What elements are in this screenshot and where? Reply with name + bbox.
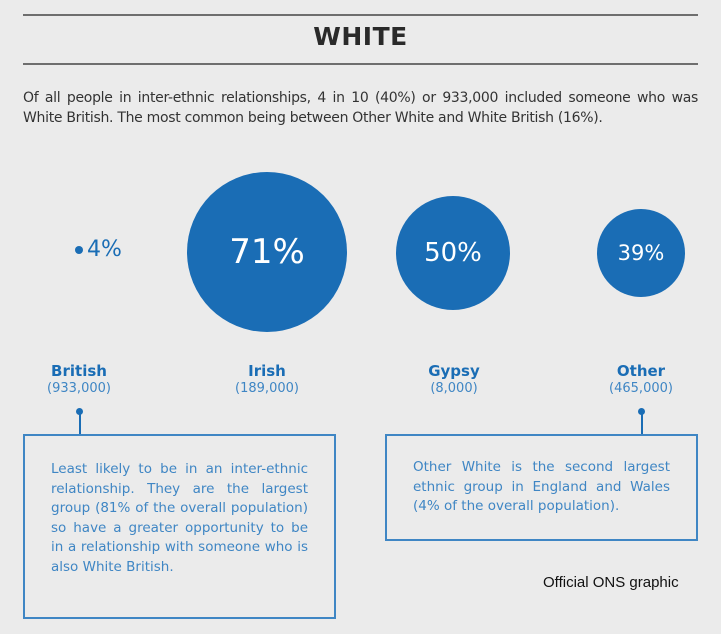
british-callout-box: Least likely to be in an inter-ethnic re… — [23, 434, 336, 619]
group-count: (8,000) — [430, 381, 478, 396]
group-name: Other — [616, 362, 666, 380]
british-dot-icon — [75, 245, 83, 254]
title-rule — [23, 63, 698, 65]
british-label: British (933,000) — [9, 362, 149, 398]
section-title: WHITE — [313, 22, 408, 51]
group-count: (465,000) — [609, 381, 673, 396]
other-connector-line — [641, 412, 643, 435]
gypsy-circle: 50% — [396, 196, 510, 310]
intro-text: Of all people in inter-ethnic relationsh… — [23, 90, 698, 126]
other-percent: 39% — [617, 241, 665, 265]
other-callout-text: Other White is the second largest ethnic… — [413, 459, 670, 514]
other-connector-dot-icon — [638, 408, 645, 415]
irish-percent: 71% — [229, 232, 305, 272]
british-percent: 4% — [87, 237, 122, 262]
other-label: Other (465,000) — [571, 362, 711, 398]
gypsy-percent: 50% — [424, 238, 482, 268]
top-rule — [23, 14, 698, 16]
british-connector-dot-icon — [76, 408, 83, 415]
group-count: (933,000) — [47, 381, 111, 396]
other-callout-box: Other White is the second largest ethnic… — [385, 434, 698, 541]
group-name: Gypsy — [428, 362, 480, 380]
irish-label: Irish (189,000) — [197, 362, 337, 398]
irish-circle: 71% — [187, 172, 347, 332]
british-indicator: 4% — [75, 237, 122, 262]
gypsy-label: Gypsy (8,000) — [384, 362, 524, 398]
group-name: Irish — [248, 362, 286, 380]
british-callout-text: Least likely to be in an inter-ethnic re… — [51, 461, 308, 575]
credit-text: Official ONS graphic — [543, 574, 679, 591]
group-name: British — [51, 362, 107, 380]
group-count: (189,000) — [235, 381, 299, 396]
other-circle: 39% — [597, 209, 685, 297]
british-connector-line — [79, 412, 81, 435]
